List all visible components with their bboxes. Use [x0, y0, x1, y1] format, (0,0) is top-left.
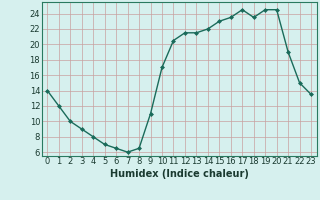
X-axis label: Humidex (Indice chaleur): Humidex (Indice chaleur)	[110, 169, 249, 179]
